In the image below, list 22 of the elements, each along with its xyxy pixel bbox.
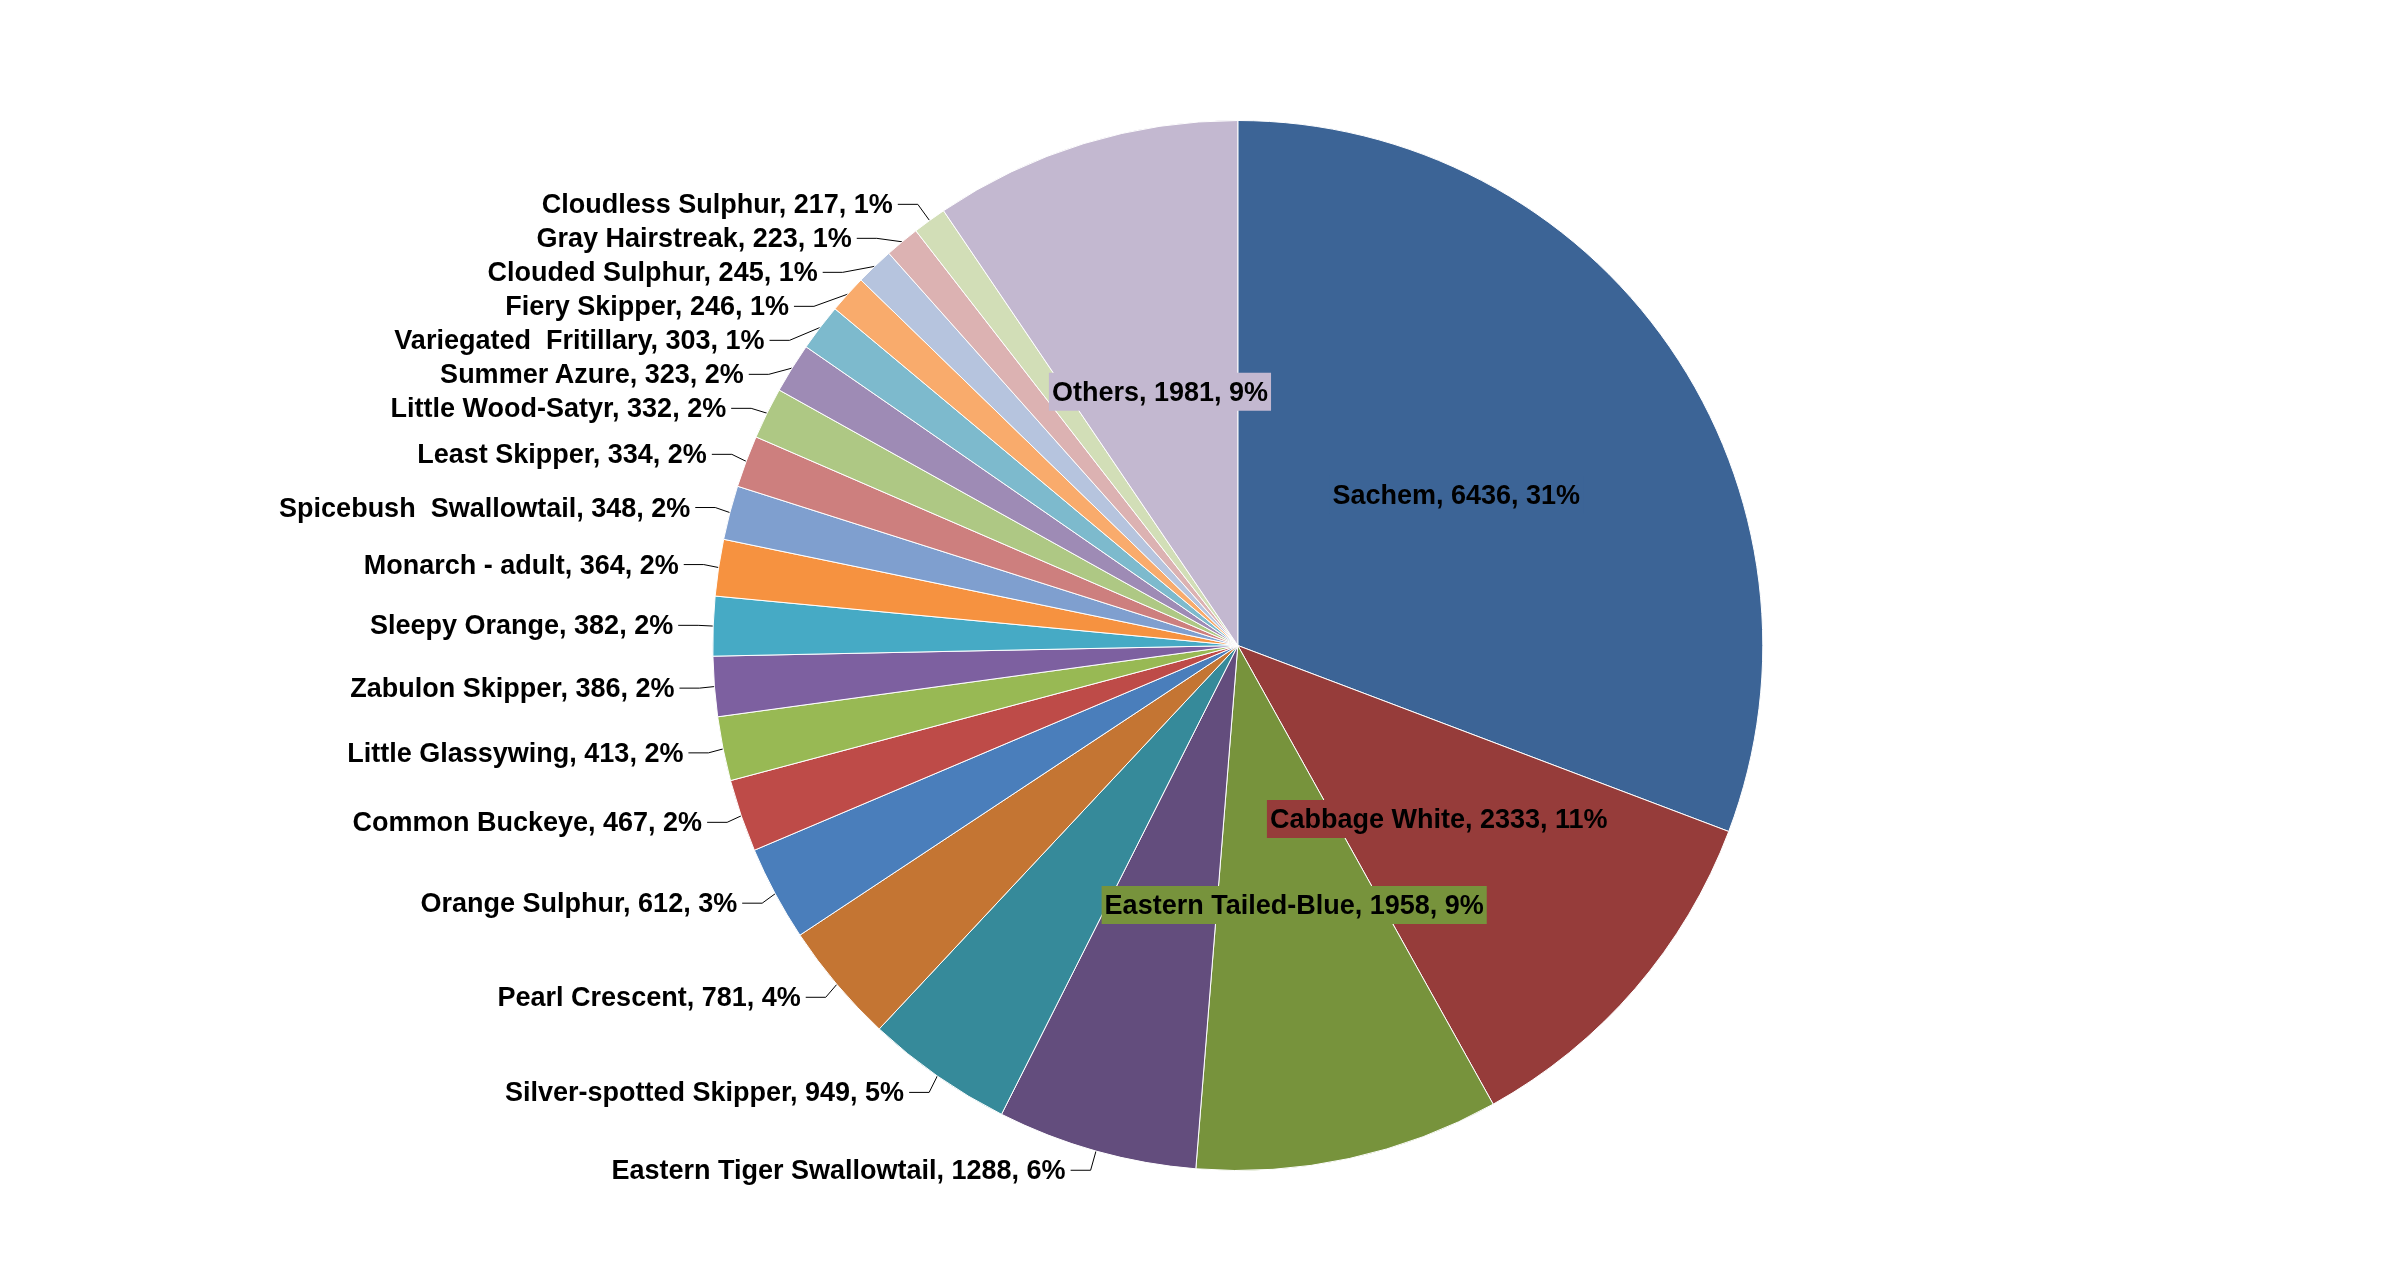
slice-label: Little Glassywing, 413, 2% — [347, 737, 684, 768]
slice-label: Eastern Tailed-Blue, 1958, 9% — [1104, 889, 1484, 920]
slice-label: Variegated Fritillary, 303, 1% — [394, 325, 765, 356]
slice-label: Cabbage White, 2333, 11% — [1269, 804, 1608, 835]
slice-label: Eastern Tiger Swallowtail, 1288, 6% — [611, 1155, 1066, 1186]
slice-label: Common Buckeye, 467, 2% — [352, 807, 703, 838]
slice-label: Zabulon Skipper, 386, 2% — [350, 673, 675, 704]
slice-label: Pearl Crescent, 781, 4% — [497, 982, 801, 1013]
slice-label: Summer Azure, 323, 2% — [440, 359, 744, 390]
slice-label: Fiery Skipper, 246, 1% — [505, 291, 789, 322]
slice-label: Monarch - adult, 364, 2% — [363, 549, 679, 580]
slice-label: Sleepy Orange, 382, 2% — [370, 610, 674, 641]
slice-label: Little Wood-Satyr, 332, 2% — [390, 393, 727, 424]
slice-label: Silver-spotted Skipper, 949, 5% — [504, 1077, 905, 1108]
slice-label: Spicebush Swallowtail, 348, 2% — [279, 492, 691, 523]
slice-label: Cloudless Sulphur, 217, 1% — [541, 189, 893, 220]
slice-label: Gray Hairstreak, 223, 1% — [536, 223, 852, 254]
slice-label: Clouded Sulphur, 245, 1% — [487, 257, 818, 288]
slice-label: Others, 1981, 9% — [1051, 376, 1269, 407]
slice-label: Sachem, 6436, 31% — [1332, 479, 1581, 510]
slice-label: Least Skipper, 334, 2% — [417, 439, 707, 470]
slice-label: Orange Sulphur, 612, 3% — [420, 888, 738, 919]
